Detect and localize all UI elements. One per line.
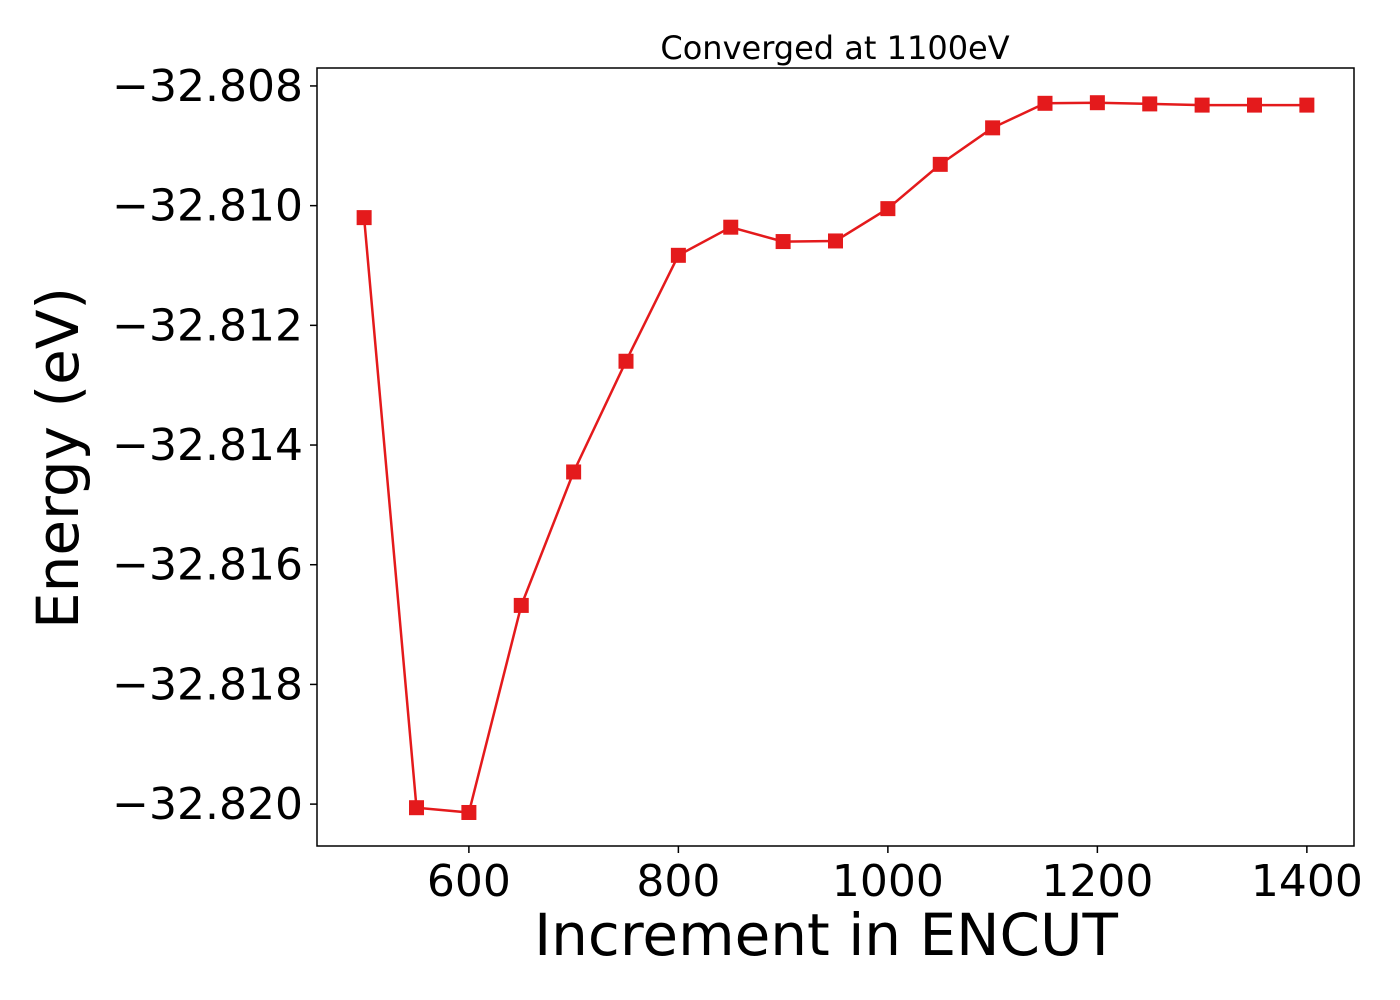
data-point [1089, 95, 1105, 111]
x-tick-label: 800 [636, 856, 720, 907]
x-axis-label: Increment in ENCUT [534, 901, 1118, 969]
y-axis: −32.808 −32.810 −32.812 −32.814 −32.816 −32.8… [112, 61, 317, 830]
data-point [985, 120, 1001, 136]
axes-frame [316, 67, 1355, 847]
data-point [566, 464, 582, 480]
data-point [880, 201, 896, 217]
data-point [1194, 97, 1210, 113]
data-point [932, 156, 948, 172]
y-tick-label: −32.812 [112, 300, 303, 351]
x-tick-label: 1400 [1251, 856, 1363, 907]
x-tick-label: 1000 [832, 856, 944, 907]
data-point [775, 234, 791, 250]
y-tick-label: −32.814 [112, 420, 303, 471]
y-tick-label: −32.818 [112, 659, 303, 710]
series-line [362, 101, 1307, 814]
y-tick-label: −32.810 [112, 181, 303, 232]
x-tick-label: 600 [427, 856, 511, 907]
data-point [461, 804, 477, 820]
data-point [670, 247, 686, 263]
x-tick-label: 1200 [1041, 856, 1153, 907]
data-point [1037, 95, 1053, 111]
plot-area [356, 95, 1315, 820]
data-point [1142, 96, 1158, 112]
y-tick-label: −32.820 [112, 779, 303, 830]
data-point [1246, 97, 1262, 113]
data-point [513, 597, 529, 613]
data-point [409, 800, 425, 816]
y-axis-label: Energy (eV) [24, 287, 92, 629]
data-point [618, 353, 634, 369]
y-tick-label: −32.816 [112, 540, 303, 591]
data-point [1299, 97, 1315, 113]
data-point [356, 210, 372, 226]
chart-title: Converged at 1100eV [660, 29, 1009, 67]
x-axis: 600 800 1000 1200 1400 [427, 846, 1363, 907]
y-tick-label: −32.808 [112, 61, 303, 112]
data-point [723, 219, 739, 235]
data-point [828, 233, 843, 249]
